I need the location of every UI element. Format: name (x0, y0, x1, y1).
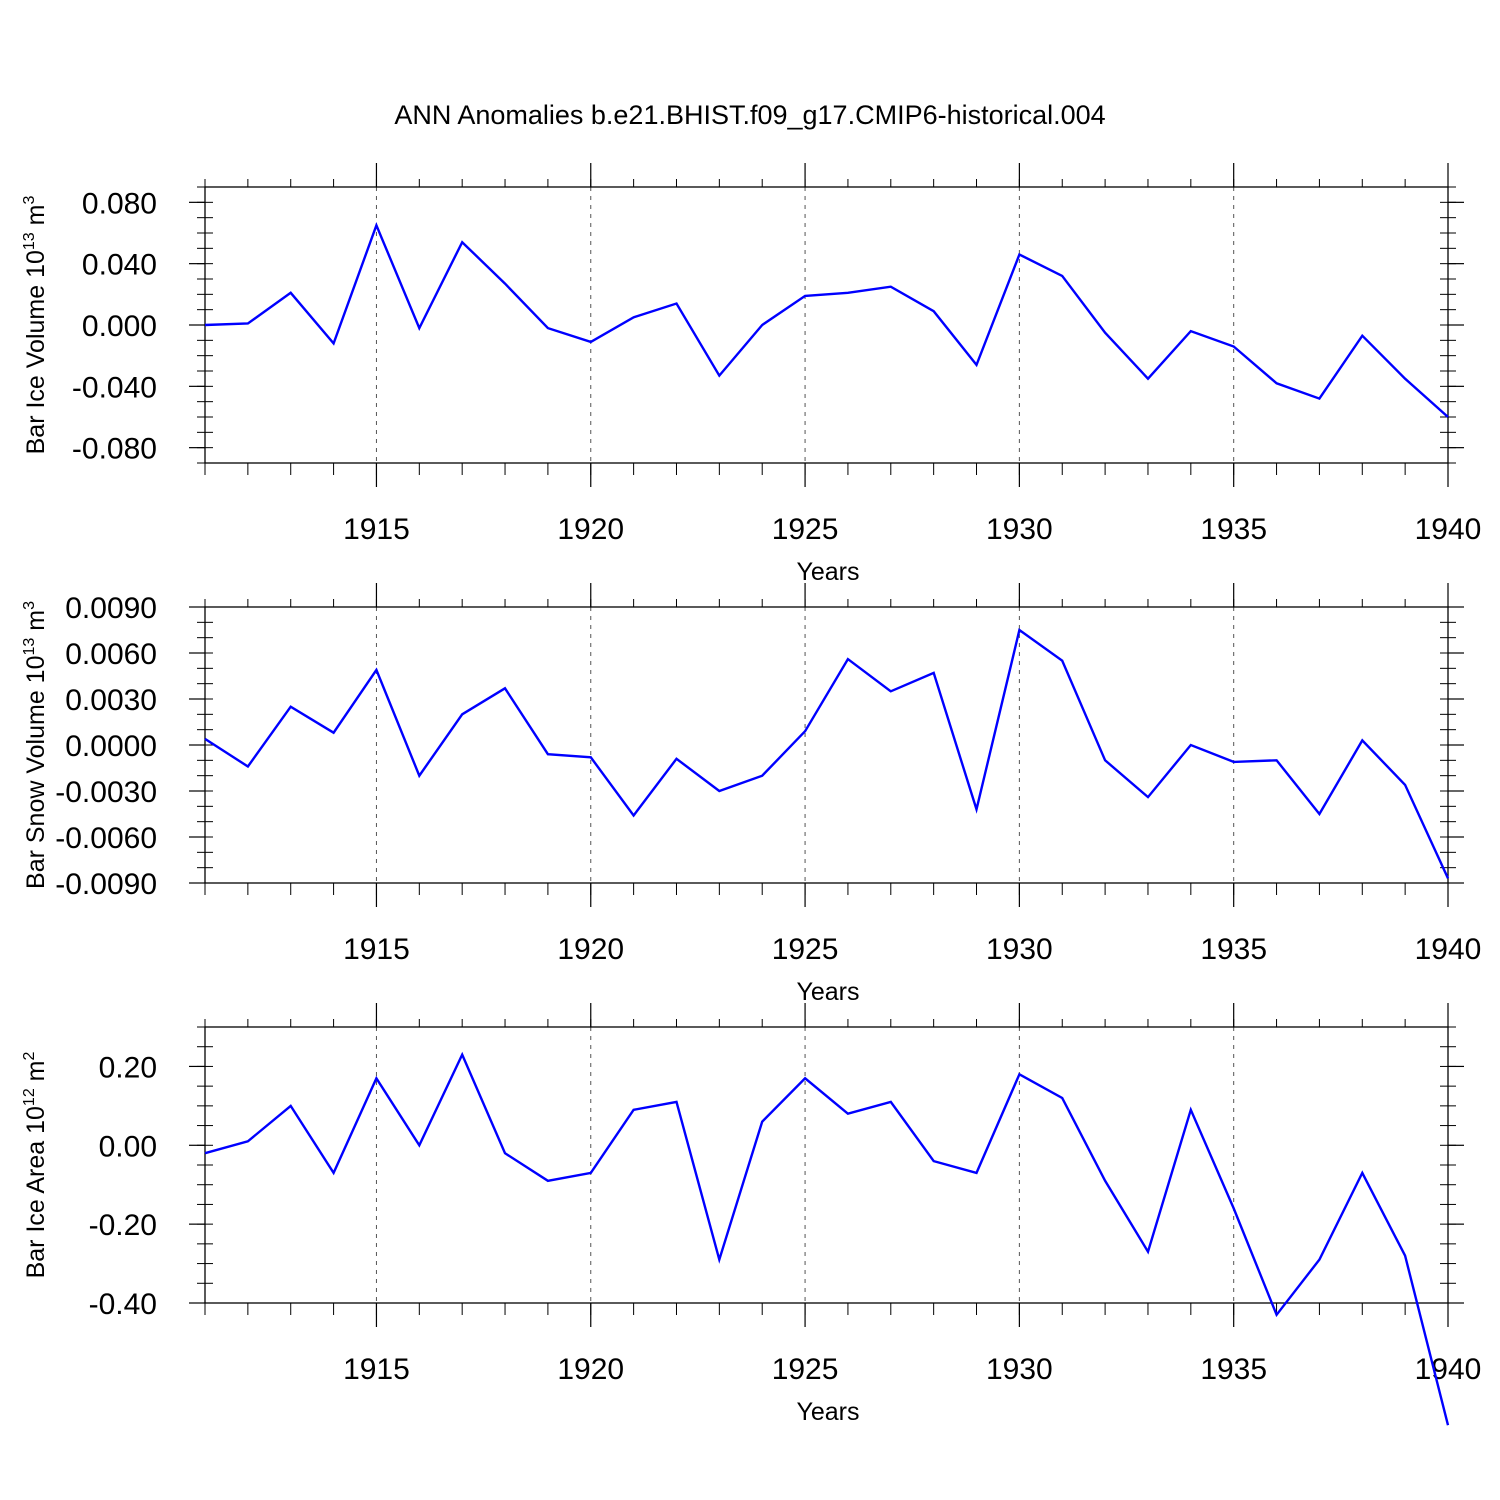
y-tick-label: 0.20 (99, 1051, 157, 1084)
y-axis-label-unit: m (22, 610, 50, 638)
y-tick-label: 0.080 (82, 187, 157, 220)
x-tick-label: 1930 (986, 1353, 1053, 1386)
y-axis-label-exponent: 13 (21, 232, 38, 250)
x-tick-label: 1915 (343, 513, 410, 546)
y-tick-label: -0.040 (72, 371, 157, 404)
panel-3: 0.20 0.00 -0.20 -0.40 1915 1920 1925 1930 1935 19… (21, 1003, 1481, 1426)
x-tick-label: 1930 (986, 513, 1053, 546)
panel-2: 0.0090 0.0060 0.0030 0.0000 -0.0030 -0.0060 -0… (21, 583, 1481, 1006)
x-tick-label: 1920 (557, 933, 624, 966)
y-axis-label-exponent: 12 (21, 1088, 38, 1106)
y-axis-label-text: Bar Ice Volume 10 (22, 250, 50, 454)
y-tick-label: 0.0030 (65, 684, 157, 717)
y-tick-label: 0.0000 (65, 730, 157, 763)
y-tick-label: 0.000 (82, 310, 157, 343)
x-axis-label: Years (796, 558, 859, 586)
y-axis-label-unit-exponent: 2 (21, 1052, 38, 1061)
y-axis-label-unit: m (22, 1061, 50, 1089)
y-tick-label: 0.0060 (65, 638, 157, 671)
x-tick-label: 1940 (1415, 513, 1482, 546)
x-tick-label: 1935 (1200, 933, 1267, 966)
x-tick-label: 1935 (1200, 1353, 1267, 1386)
y-axis-label: Bar Snow Volume 1013 m3 (21, 601, 50, 889)
y-tick-label: -0.0060 (55, 822, 157, 855)
x-tick-label: 1920 (557, 513, 624, 546)
x-tick-label: 1915 (343, 933, 410, 966)
series-line (204, 1051, 1450, 1426)
y-axis-label-unit-exponent: 3 (21, 196, 38, 205)
y-tick-label: 0.040 (82, 249, 157, 282)
y-axis-label: Bar Ice Area 1012 m2 (21, 1052, 50, 1279)
y-tick-label: 0.00 (99, 1130, 157, 1163)
panel-1: 0.080 0.040 0.000 -0.040 -0.080 1915 1920 1925 1… (21, 163, 1481, 586)
plot-frame (204, 606, 1449, 884)
y-tick-label: -0.0090 (55, 868, 157, 901)
x-tick-label: 1915 (343, 1353, 410, 1386)
y-axis-label-unit: m (22, 205, 50, 233)
y-tick-label: 0.0090 (65, 592, 157, 625)
x-tick-label: 1940 (1415, 1353, 1482, 1386)
y-tick-label: -0.0030 (55, 776, 157, 809)
y-axis-label-unit-exponent: 3 (21, 601, 38, 610)
y-tick-label: -0.40 (89, 1288, 157, 1321)
y-axis-label: Bar Ice Volume 1013 m3 (21, 196, 50, 455)
series-line (204, 221, 1449, 418)
x-tick-label: 1940 (1415, 933, 1482, 966)
x-tick-label: 1930 (986, 933, 1053, 966)
figure-title: ANN Anomalies b.e21.BHIST.f09_g17.CMIP6-… (394, 100, 1105, 130)
panels: 0.080 0.040 0.000 -0.040 -0.080 1915 1920 1925 1… (21, 163, 1481, 1426)
y-tick-label: -0.080 (72, 433, 157, 466)
y-axis-label-text: Bar Snow Volume 10 (22, 656, 50, 889)
x-tick-label: 1920 (557, 1353, 624, 1386)
x-tick-label: 1925 (772, 513, 839, 546)
plot-frame (204, 1026, 1449, 1304)
x-axis-label: Years (796, 978, 859, 1006)
y-axis-label-exponent: 13 (21, 638, 38, 656)
x-tick-label: 1935 (1200, 513, 1267, 546)
series-line (204, 627, 1450, 879)
x-tick-label: 1925 (772, 933, 839, 966)
x-tick-label: 1925 (772, 1353, 839, 1386)
x-axis-label: Years (796, 1398, 859, 1426)
y-tick-label: -0.20 (89, 1209, 157, 1242)
y-axis-label-text: Bar Ice Area 10 (22, 1106, 50, 1278)
